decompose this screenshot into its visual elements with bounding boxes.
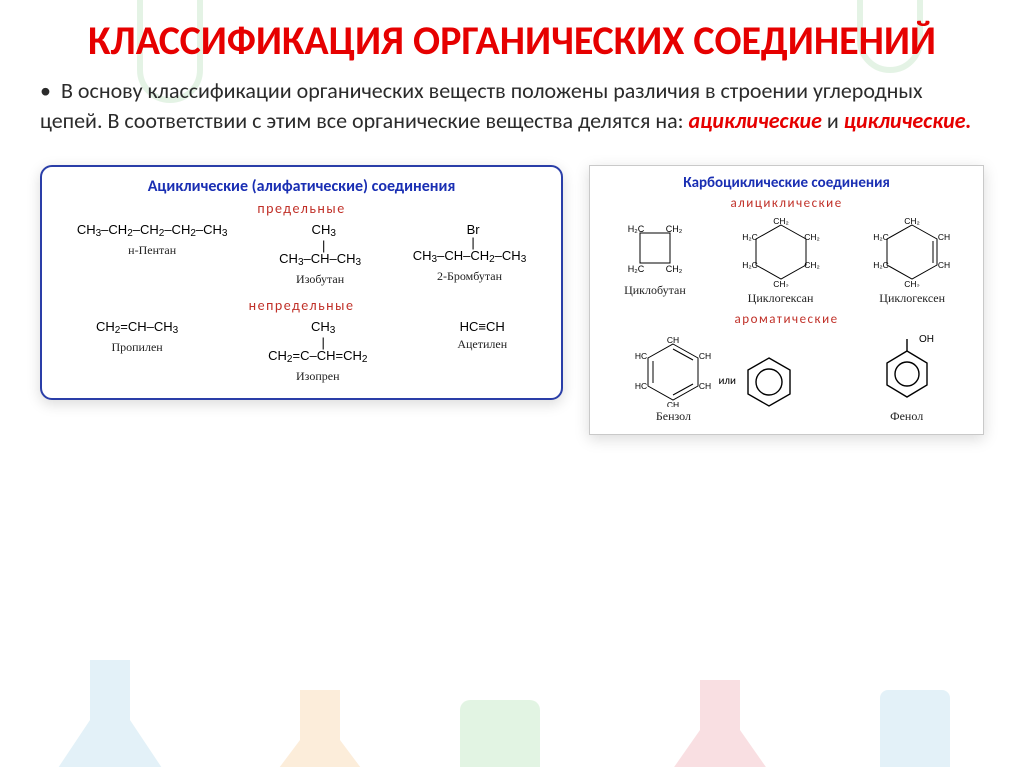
slide-title: КЛАССИФИКАЦИЯ ОРГАНИЧЕСКИХ СОЕДИНЕНИЙ <box>40 20 984 62</box>
structure-icon: CH CH CH CH HC HC <box>634 337 712 407</box>
svg-text:HC: HC <box>635 351 647 361</box>
mol-name: Циклогексан <box>748 291 814 306</box>
svg-text:CH: CH <box>938 260 950 270</box>
acyclic-panel: Ациклические (алифатические) соединения … <box>40 165 563 400</box>
svg-text:HC: HC <box>635 381 647 391</box>
mol-name: Пропилен <box>111 340 162 355</box>
alicyclic-row: H₂C CH₂ H₂C CH₂ Циклобутан CH₂ CH₂ CH₂ <box>600 217 973 306</box>
mol-phenol: OH Фенол <box>875 333 939 424</box>
svg-text:CH₂: CH₂ <box>904 279 920 287</box>
intro-paragraph: •В основу классификации органических вещ… <box>40 76 984 135</box>
saturated-label: предельные <box>56 200 547 217</box>
structure-icon: OH <box>875 333 939 405</box>
intro-highlight-1: ациклические <box>689 107 822 134</box>
benzene-ring-icon <box>742 352 796 410</box>
formula: CH3 | CH2=C–CH=CH2 <box>268 320 367 365</box>
mol-bromobutane: Br | CH3–CH–CH2–CH3 2-Бромбутан <box>413 223 527 287</box>
svg-text:CH₂: CH₂ <box>804 260 820 270</box>
or-label: или <box>718 374 736 387</box>
mol-name: Циклогексен <box>879 291 945 306</box>
svg-text:CH₂: CH₂ <box>904 217 920 226</box>
formula: HC≡CH <box>460 320 505 333</box>
svg-text:CH: CH <box>667 400 679 407</box>
structure-icon: CH₂ CH CH CH₂ H₂C H₂C <box>871 217 953 287</box>
structure-icon: H₂C CH₂ H₂C CH₂ <box>620 217 690 279</box>
mol-name: н-Пентан <box>128 243 176 258</box>
svg-text:CH: CH <box>699 351 711 361</box>
svg-text:CH: CH <box>667 337 679 345</box>
mol-cyclobutane: H₂C CH₂ H₂C CH₂ Циклобутан <box>620 217 690 306</box>
mol-acetylene: HC≡CH Ацетилен <box>457 320 507 384</box>
slide-content: КЛАССИФИКАЦИЯ ОРГАНИЧЕСКИХ СОЕДИНЕНИЙ •В… <box>0 0 1024 455</box>
alicyclic-label: алициклические <box>600 196 973 211</box>
svg-text:H₂C: H₂C <box>873 232 889 242</box>
formula: Br | CH3–CH–CH2–CH3 <box>413 223 527 265</box>
mol-cyclohexane: CH₂ CH₂ CH₂ CH₂ H₂C H₂C Циклогексан <box>740 217 822 306</box>
acyclic-panel-title: Ациклические (алифатические) соединения <box>56 177 547 196</box>
unsaturated-row: CH2=CH–CH3 Пропилен CH3 | CH2=C–CH=CH2 И… <box>56 320 547 384</box>
svg-text:H₂C: H₂C <box>742 232 758 242</box>
svg-text:CH₂: CH₂ <box>773 217 789 226</box>
mol-name: Циклобутан <box>624 283 686 298</box>
mol-isobutane: CH3 | CH3–CH–CH3 Изобутан <box>279 223 361 287</box>
bullet-icon: • <box>40 77 51 104</box>
mol-name: 2-Бромбутан <box>437 269 502 284</box>
intro-connector: и <box>822 107 844 134</box>
saturated-row: CH3–CH2–CH2–CH2–CH3 н-Пентан CH3 | CH3–C… <box>56 223 547 287</box>
formula: CH3 | CH3–CH–CH3 <box>279 223 361 268</box>
mol-name: Фенол <box>890 409 923 424</box>
mol-propylene: CH2=CH–CH3 Пропилен <box>96 320 178 384</box>
mol-name: Изопрен <box>296 369 340 384</box>
mol-pentane: CH3–CH2–CH2–CH2–CH3 н-Пентан <box>77 223 228 287</box>
carbocyclic-panel-title: Карбоциклические соединения <box>600 174 973 192</box>
svg-text:H₂C: H₂C <box>628 264 645 274</box>
carbocyclic-panel: Карбоциклические соединения алициклическ… <box>589 165 984 435</box>
mol-benzene-kekule: CH CH CH CH HC HC Бензол или <box>634 337 796 424</box>
svg-text:H₂C: H₂C <box>742 260 758 270</box>
formula: CH2=CH–CH3 <box>96 320 178 336</box>
svg-text:CH₂: CH₂ <box>773 279 789 287</box>
mol-name: Изобутан <box>296 272 344 287</box>
unsaturated-label: непредельные <box>56 297 547 314</box>
mol-isoprene: CH3 | CH2=C–CH=CH2 Изопрен <box>268 320 367 384</box>
svg-text:CH₂: CH₂ <box>804 232 820 242</box>
mol-name: Бензол <box>656 409 691 424</box>
svg-text:CH₂: CH₂ <box>666 264 683 274</box>
aromatic-row: CH CH CH CH HC HC Бензол или <box>600 333 973 424</box>
svg-text:CH: CH <box>938 232 950 242</box>
structure-icon: CH₂ CH₂ CH₂ CH₂ H₂C H₂C <box>740 217 822 287</box>
panels-row: Ациклические (алифатические) соединения … <box>40 165 984 435</box>
svg-text:OH: OH <box>919 334 934 345</box>
svg-text:H₂C: H₂C <box>873 260 889 270</box>
aromatic-label: ароматические <box>600 312 973 327</box>
mol-cyclohexene: CH₂ CH CH CH₂ H₂C H₂C Циклогексен <box>871 217 953 306</box>
svg-text:CH₂: CH₂ <box>666 224 683 234</box>
formula: CH3–CH2–CH2–CH2–CH3 <box>77 223 228 239</box>
mol-name: Ацетилен <box>457 337 507 352</box>
intro-highlight-2: циклические. <box>844 107 972 134</box>
svg-text:H₂C: H₂C <box>628 224 645 234</box>
svg-text:CH: CH <box>699 381 711 391</box>
